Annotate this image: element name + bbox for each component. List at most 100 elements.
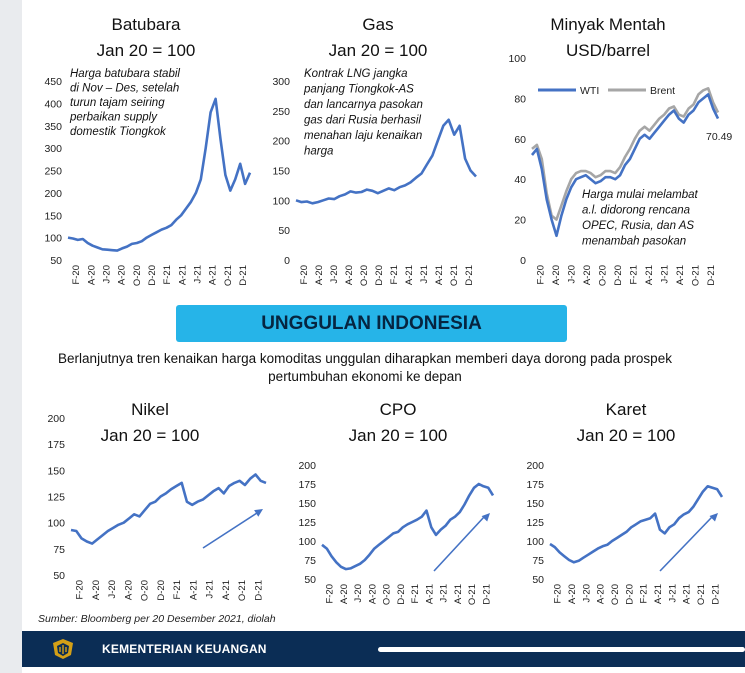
x-tick-label: O-21	[690, 265, 701, 286]
y-tick-label: 100	[272, 195, 290, 207]
x-tick-label: F-20	[71, 265, 82, 285]
x-tick-label: D-20	[613, 265, 624, 286]
x-tick-label: A-21	[453, 584, 464, 604]
y-tick-label: 50	[304, 574, 316, 586]
x-tick-label: D-21	[253, 580, 264, 601]
annotation-line: menambah pasokan	[582, 236, 686, 248]
x-tick-label: O-20	[610, 584, 621, 605]
footer-bar: KEMENTERIAN KEUANGAN	[22, 631, 745, 667]
x-tick-label: A-20	[344, 265, 355, 285]
annotation-line: domestik Tiongkok	[70, 126, 167, 138]
x-tick-label: J-20	[581, 584, 592, 602]
x-tick-label: A-21	[208, 265, 219, 285]
x-tick-label: J-21	[205, 580, 216, 598]
y-tick-label: 250	[44, 166, 62, 178]
x-tick-label: F-20	[75, 580, 86, 600]
annotation-line: panjang Tiongkok-AS	[303, 84, 414, 96]
x-tick-label: J-21	[439, 584, 450, 602]
series-line-batubara	[67, 97, 252, 252]
y-tick-label: 150	[272, 166, 290, 178]
y-tick-label: 100	[508, 53, 526, 65]
chart-title: Minyak Mentah	[550, 15, 665, 34]
x-tick-label: D-20	[147, 265, 158, 286]
x-tick-label: F-20	[535, 265, 546, 285]
chart-title: CPO	[380, 400, 417, 419]
kemenkeu-emblem-icon	[53, 639, 73, 659]
y-tick-label: 75	[53, 544, 65, 556]
x-tick-label: O-20	[359, 265, 370, 286]
x-tick-label: F-21	[639, 584, 650, 604]
y-tick-label: 75	[532, 555, 544, 567]
chart-title: Karet	[606, 400, 647, 419]
y-tick-label: 50	[53, 570, 65, 582]
chart-title: Gas	[362, 15, 393, 34]
x-tick-label: F-20	[299, 265, 310, 285]
x-tick-label: J-20	[566, 265, 577, 283]
annotation-line: harga	[304, 146, 333, 158]
x-tick-label: D-20	[624, 584, 635, 605]
x-tick-label: O-21	[467, 584, 478, 605]
x-tick-label: A-21	[424, 584, 435, 604]
annotation-line: Harga batubara stabil	[70, 68, 180, 80]
section-banner: UNGGULAN INDONESIA	[176, 305, 567, 342]
y-tick-label: 0	[520, 255, 526, 267]
x-tick-label: O-20	[597, 265, 608, 286]
y-tick-label: 100	[298, 536, 316, 548]
annotation-line: menahan laju kenaikan	[304, 130, 422, 142]
trend-arrow-head	[709, 513, 718, 522]
annotation-line: a.l. didorong rencana	[582, 205, 690, 217]
x-tick-label: O-21	[449, 265, 460, 286]
y-tick-label: 200	[47, 413, 65, 425]
y-tick-label: 100	[47, 518, 65, 530]
y-tick-label: 20	[514, 215, 526, 227]
y-tick-label: 200	[272, 136, 290, 148]
trend-arrow-head	[254, 509, 263, 517]
x-tick-label: A-20	[314, 265, 325, 285]
x-tick-label: A-21	[434, 265, 445, 285]
x-tick-label: J-21	[659, 265, 670, 283]
series-line-cpo	[321, 482, 495, 571]
x-tick-label: A-20	[91, 580, 102, 600]
y-tick-label: 60	[514, 134, 526, 146]
x-tick-label: A-20	[551, 265, 562, 285]
chart-batubara: Batubara Jan 20 = 100 50 100 150 200 250 300 350…	[44, 15, 252, 286]
x-tick-label: A-20	[567, 584, 578, 604]
x-tick-label: A-21	[682, 584, 693, 604]
series-line-wti	[530, 93, 720, 238]
x-tick-label: O-21	[223, 265, 234, 286]
chart-title: Nikel	[131, 400, 169, 419]
y-tick-label: 200	[44, 188, 62, 200]
x-tick-label: A-21	[177, 265, 188, 285]
annotation-line: turun tajam seiring	[70, 97, 165, 109]
x-tick-label: F-20	[553, 584, 564, 604]
x-tick-label: A-20	[596, 584, 607, 604]
x-tick-label: D-20	[396, 584, 407, 605]
y-tick-label: 400	[44, 98, 62, 110]
x-tick-label: A-21	[644, 265, 655, 285]
series-line-brent	[531, 87, 720, 221]
y-tick-label: 150	[44, 210, 62, 222]
x-tick-label: F-21	[172, 580, 183, 600]
footer-divider	[378, 647, 745, 652]
x-tick-label: J-21	[667, 584, 678, 602]
chart-subtitle: Jan 20 = 100	[97, 41, 196, 60]
y-tick-label: 150	[298, 498, 316, 510]
y-tick-label: 200	[526, 460, 544, 472]
y-tick-label: 50	[50, 255, 62, 267]
legend-label-wti: WTI	[580, 85, 599, 97]
x-tick-label: F-21	[389, 265, 400, 285]
x-tick-label: A-20	[86, 265, 97, 285]
x-tick-label: O-20	[382, 584, 393, 605]
y-tick-label: 300	[44, 143, 62, 155]
annotation-line: Harga mulai melambat	[582, 189, 698, 201]
chart-subtitle: Jan 20 = 100	[329, 41, 428, 60]
annotation-line: di Nov – Des, setelah	[70, 83, 179, 95]
x-tick-label: D-21	[464, 265, 475, 286]
y-tick-label: 175	[47, 439, 65, 451]
y-tick-label: 200	[298, 460, 316, 472]
y-tick-label: 450	[44, 76, 62, 88]
y-tick-label: 175	[298, 479, 316, 491]
x-tick-label: D-20	[156, 580, 167, 601]
y-tick-label: 100	[44, 233, 62, 245]
y-tick-label: 40	[514, 174, 526, 186]
